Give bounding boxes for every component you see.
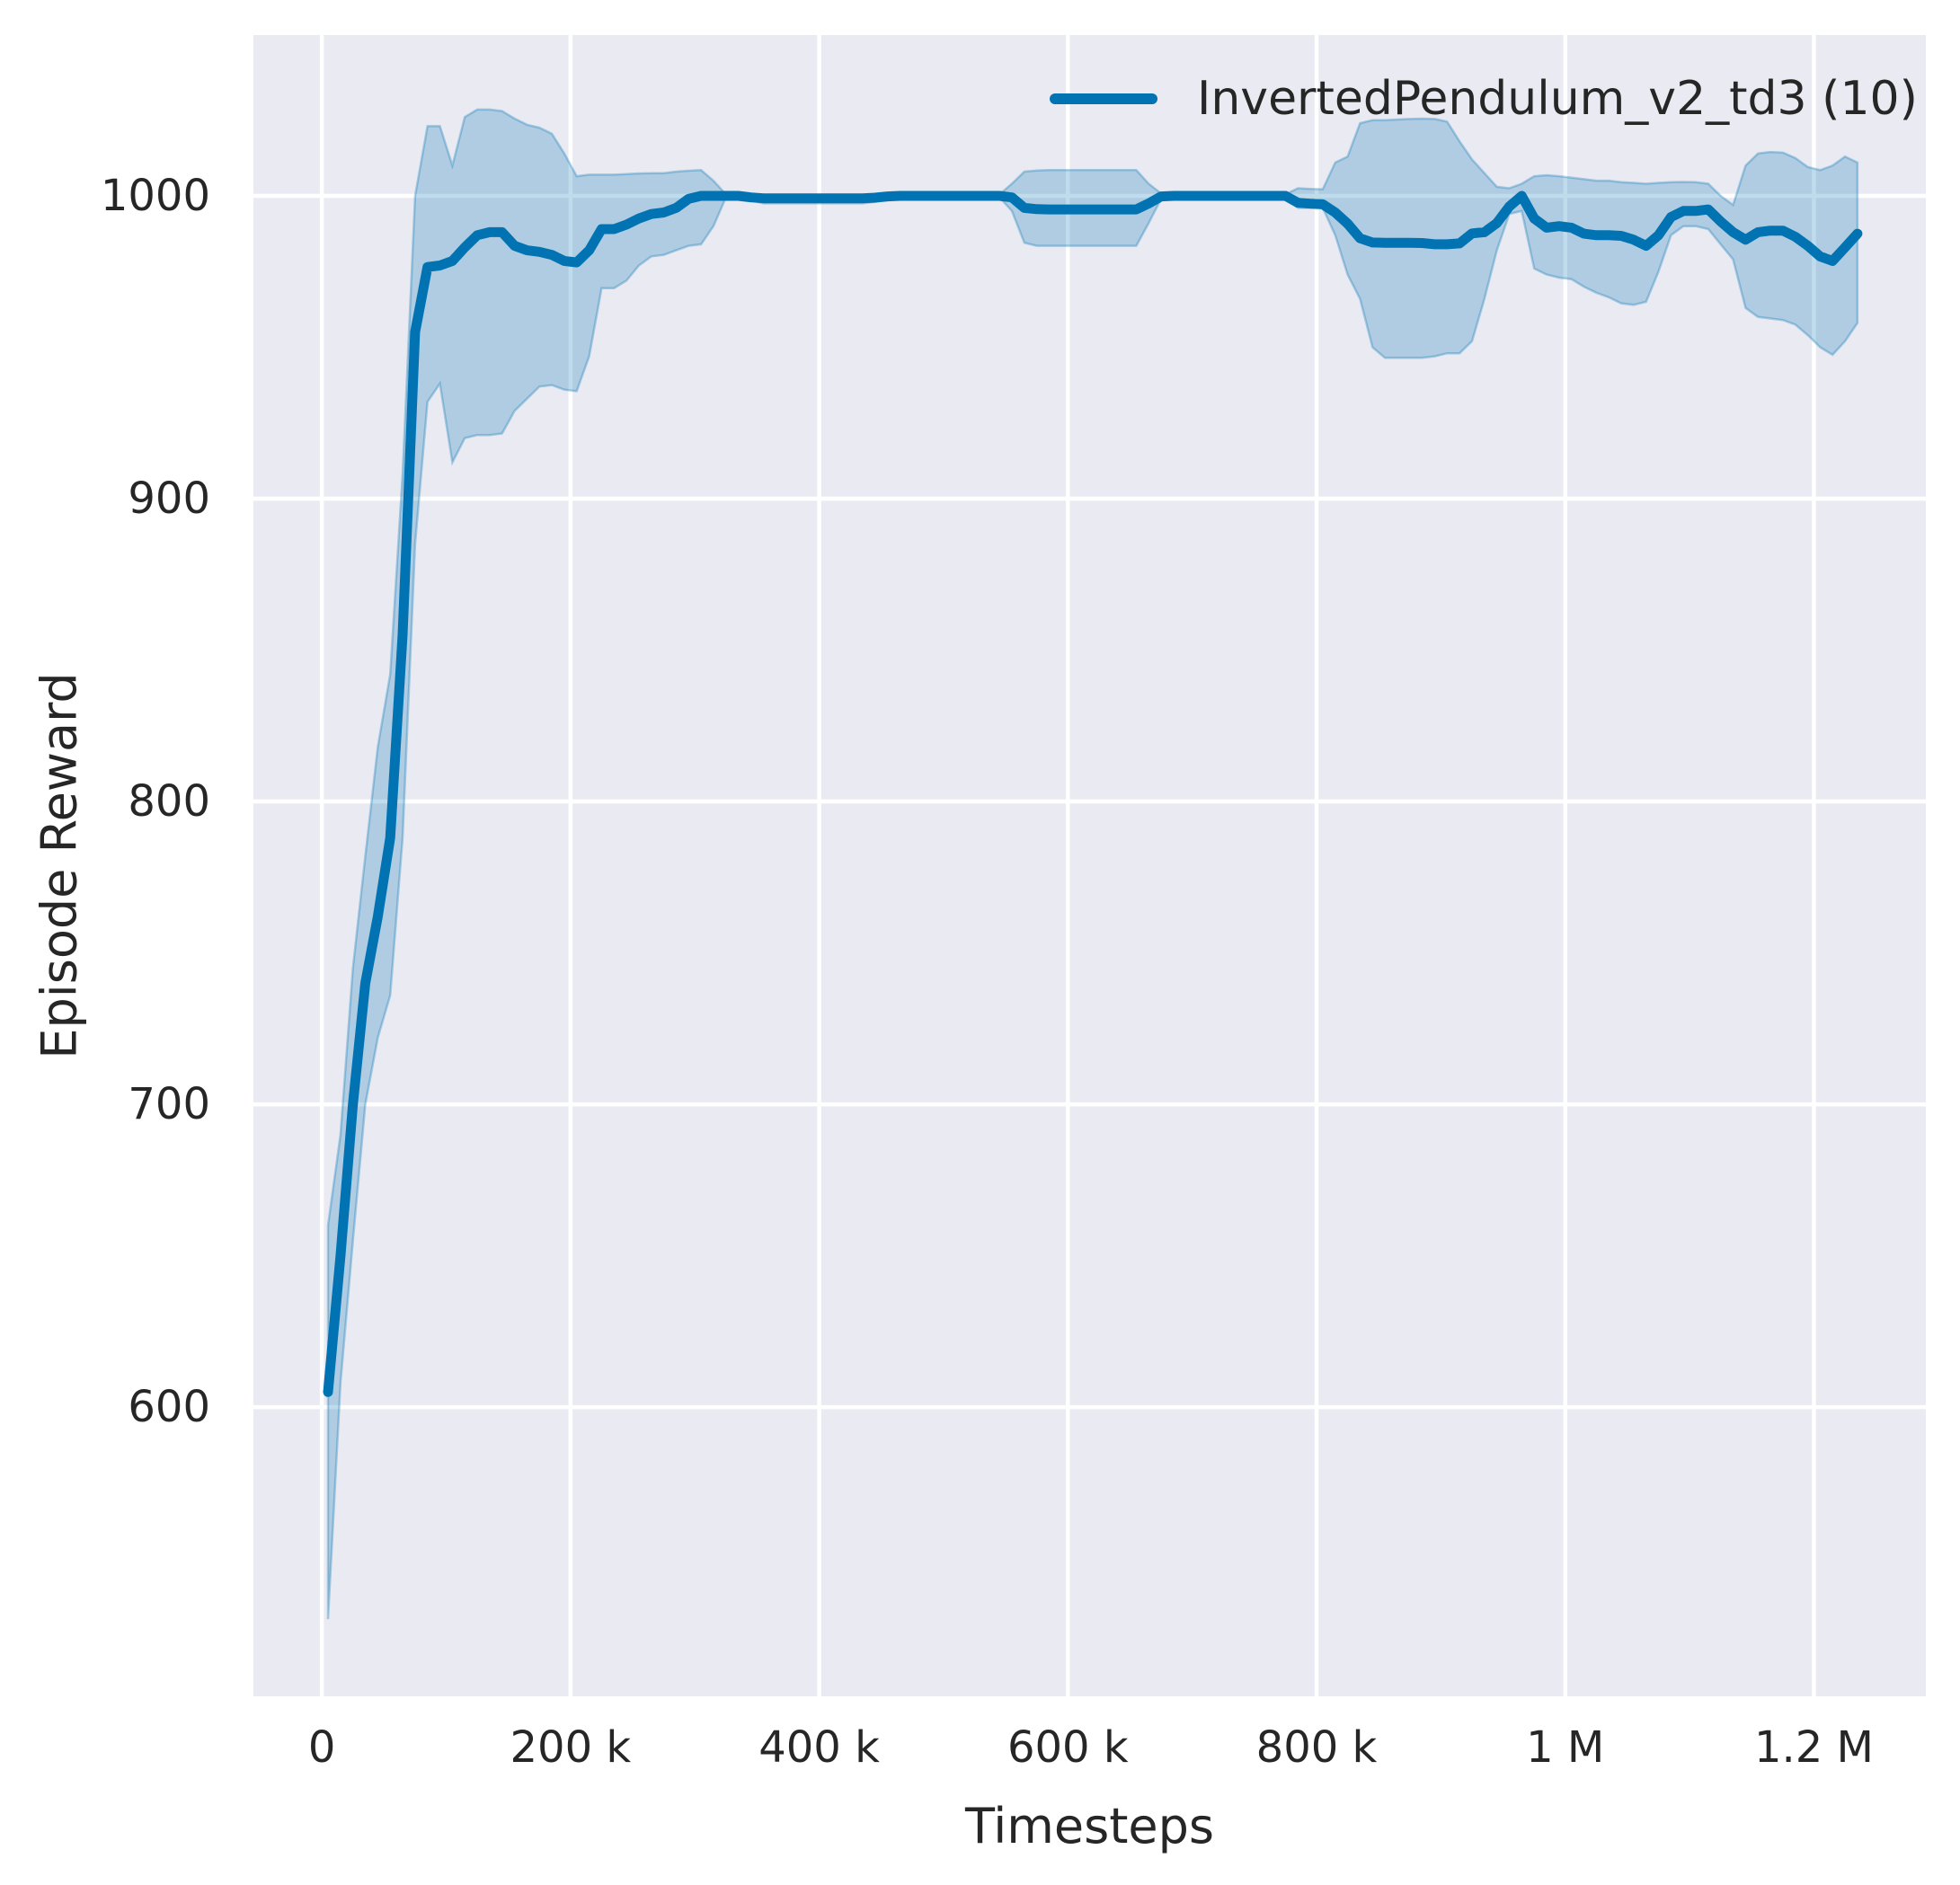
- y-tick-label: 900: [128, 473, 210, 524]
- legend-label: InvertedPendulum_v2_td3 (10): [1197, 72, 1918, 126]
- y-axis-label-wrap: Episode Reward: [5, 35, 113, 1696]
- x-tick-label: 400 k: [758, 1722, 880, 1773]
- x-axis-label: Timesteps: [964, 1798, 1215, 1854]
- legend: InvertedPendulum_v2_td3 (10): [1050, 66, 1918, 131]
- y-tick-label: 700: [128, 1079, 210, 1130]
- x-tick-label: 200 k: [510, 1722, 632, 1773]
- x-tick-label: 0: [307, 1722, 336, 1773]
- x-tick-label: 1 M: [1526, 1722, 1605, 1773]
- plot-background: [253, 35, 1926, 1696]
- mean-line: [323, 190, 1863, 1397]
- y-tick-label: 600: [128, 1382, 210, 1433]
- x-tick-label: 1.2 M: [1753, 1722, 1874, 1773]
- y-axis-label: Episode Reward: [31, 672, 88, 1059]
- y-tick-label: 800: [128, 776, 210, 827]
- y-tick-label: 1000: [100, 170, 210, 221]
- x-tick-label: 600 k: [1007, 1722, 1129, 1773]
- legend-line-swatch: [1050, 93, 1157, 104]
- x-tick-label: 800 k: [1255, 1722, 1378, 1773]
